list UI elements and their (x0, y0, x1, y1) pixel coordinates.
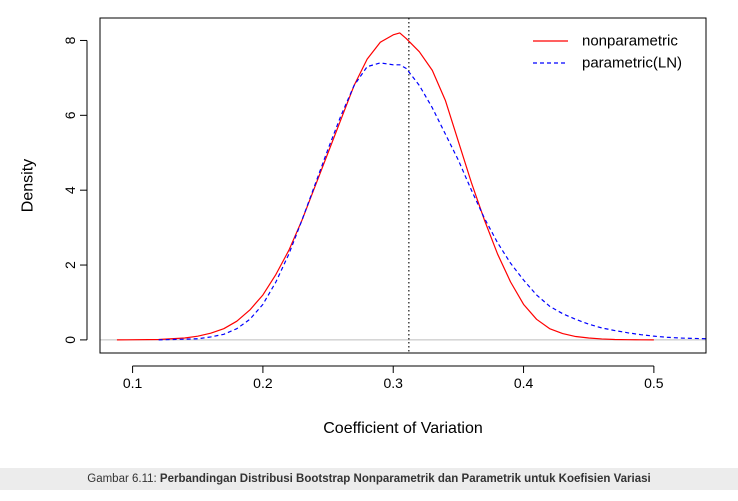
x-axis-label: Coefficient of Variation (323, 420, 483, 437)
y-tick-label: 0 (62, 336, 78, 344)
series-line-nonparametric (116, 32, 654, 341)
density-chart: 0.1 0.2 0.3 0.4 0.5 0 2 4 6 8 Coefficient of Var… (20, 17, 707, 437)
legend-label: parametric(LN) (582, 55, 682, 72)
y-tick-label: 4 (62, 186, 78, 194)
y-tick-label: 6 (62, 111, 78, 119)
legend: nonparametric parametric(LN) (533, 33, 682, 72)
chart-svg: 0.1 0.2 0.3 0.4 0.5 0 2 4 6 8 Coefficient of Var… (20, 17, 707, 437)
x-tick-label: 0.4 (514, 375, 534, 391)
plot-frame (99, 17, 707, 354)
x-tick-label: 0.1 (123, 375, 143, 391)
y-tick-label: 2 (62, 261, 78, 269)
x-tick-label: 0.5 (644, 375, 664, 391)
x-tick-label: 0.2 (253, 375, 273, 391)
figure-caption: Gambar 6.11: Perbandingan Distribusi Boo… (0, 468, 738, 490)
caption-text: Perbandingan Distribusi Bootstrap Nonpar… (159, 473, 651, 485)
y-tick-label: 8 (62, 36, 78, 44)
x-tick-label: 0.3 (383, 375, 403, 391)
legend-label: nonparametric (582, 33, 678, 50)
y-axis-label: Density (20, 159, 37, 212)
caption-label: Gambar 6.11: (87, 473, 160, 485)
series-line-parametric-ln (158, 62, 707, 341)
